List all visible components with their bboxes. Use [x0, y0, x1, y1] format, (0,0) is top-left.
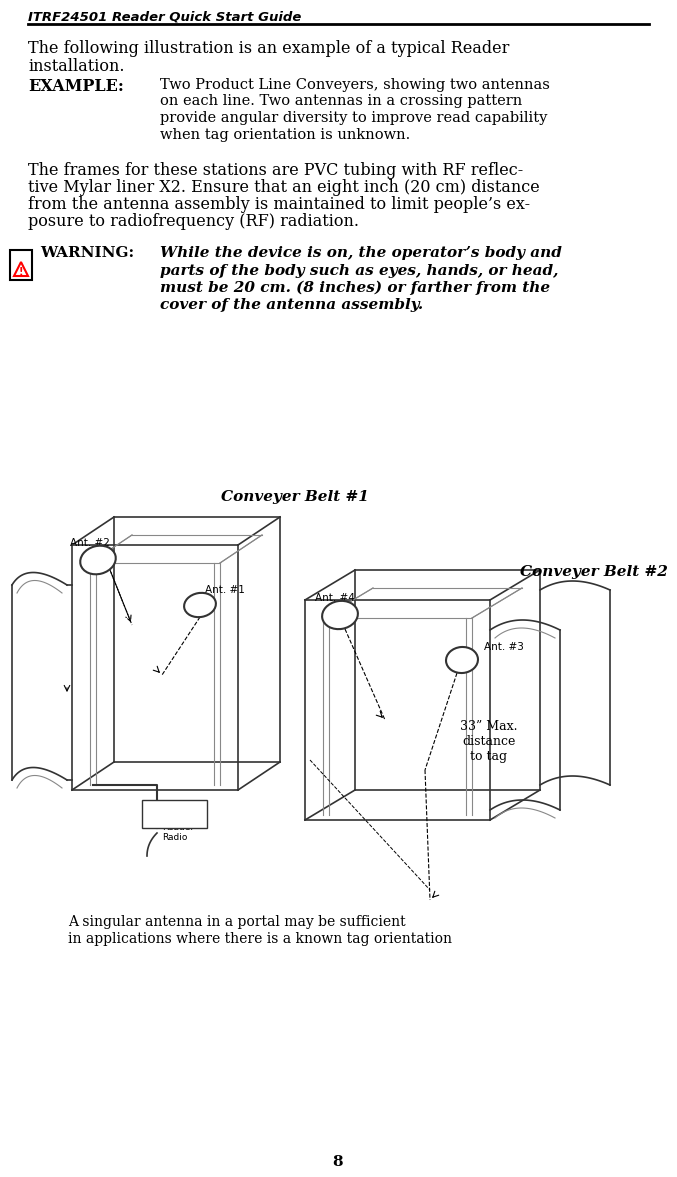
Text: Ant. #2: Ant. #2 [70, 538, 110, 548]
Text: 3: 3 [163, 802, 168, 811]
FancyBboxPatch shape [142, 800, 207, 827]
Text: 2: 2 [154, 802, 158, 811]
Text: when tag orientation is unknown.: when tag orientation is unknown. [160, 127, 410, 141]
Text: A singular antenna in a portal may be sufficient: A singular antenna in a portal may be su… [68, 915, 406, 929]
Text: The frames for these stations are PVC tubing with RF reflec-: The frames for these stations are PVC tu… [28, 162, 523, 179]
Text: provide angular diversity to improve read capability: provide angular diversity to improve rea… [160, 111, 548, 125]
Text: The following illustration is an example of a typical Reader: The following illustration is an example… [28, 40, 509, 56]
Ellipse shape [446, 647, 478, 673]
Text: 1: 1 [145, 802, 150, 811]
Text: in applications where there is a known tag orientation: in applications where there is a known t… [68, 932, 452, 946]
Text: ITRF24501 Reader Quick Start Guide: ITRF24501 Reader Quick Start Guide [28, 9, 301, 24]
Text: WARNING:: WARNING: [40, 246, 134, 260]
Text: on each line. Two antennas in a crossing pattern: on each line. Two antennas in a crossing… [160, 94, 522, 108]
Polygon shape [14, 262, 28, 275]
Text: 8: 8 [332, 1155, 343, 1169]
Text: Ant. #4: Ant. #4 [315, 593, 355, 603]
Text: Reader
Radio: Reader Radio [162, 823, 194, 843]
Ellipse shape [81, 546, 116, 574]
Text: tive Mylar liner X2. Ensure that an eight inch (20 cm) distance: tive Mylar liner X2. Ensure that an eigh… [28, 179, 540, 197]
Text: parts of the body such as eyes, hands, or head,: parts of the body such as eyes, hands, o… [160, 264, 559, 278]
Text: EXAMPLE:: EXAMPLE: [28, 78, 124, 95]
Text: Two Product Line Conveyers, showing two antennas: Two Product Line Conveyers, showing two … [160, 78, 550, 92]
Text: While the device is on, the operator’s body and: While the device is on, the operator’s b… [160, 246, 562, 260]
Text: installation.: installation. [28, 58, 125, 75]
Text: Ant. #1: Ant. #1 [205, 585, 245, 596]
Ellipse shape [184, 593, 216, 617]
Text: from the antenna assembly is maintained to limit people’s ex-: from the antenna assembly is maintained … [28, 197, 530, 213]
Text: Conveyer Belt #1: Conveyer Belt #1 [221, 490, 369, 504]
Text: Conveyer Belt #2: Conveyer Belt #2 [520, 565, 668, 579]
Text: Ant. #3: Ant. #3 [484, 641, 524, 652]
FancyBboxPatch shape [10, 250, 32, 280]
Text: 4: 4 [172, 802, 177, 811]
Text: !: ! [19, 267, 23, 277]
Text: cover of the antenna assembly.: cover of the antenna assembly. [160, 299, 423, 313]
Text: posure to radiofrequency (RF) radiation.: posure to radiofrequency (RF) radiation. [28, 213, 359, 230]
Text: 33” Max.
distance
to tag: 33” Max. distance to tag [460, 720, 517, 763]
Text: must be 20 cm. (8 inches) or farther from the: must be 20 cm. (8 inches) or farther fro… [160, 281, 550, 295]
Ellipse shape [322, 601, 358, 630]
